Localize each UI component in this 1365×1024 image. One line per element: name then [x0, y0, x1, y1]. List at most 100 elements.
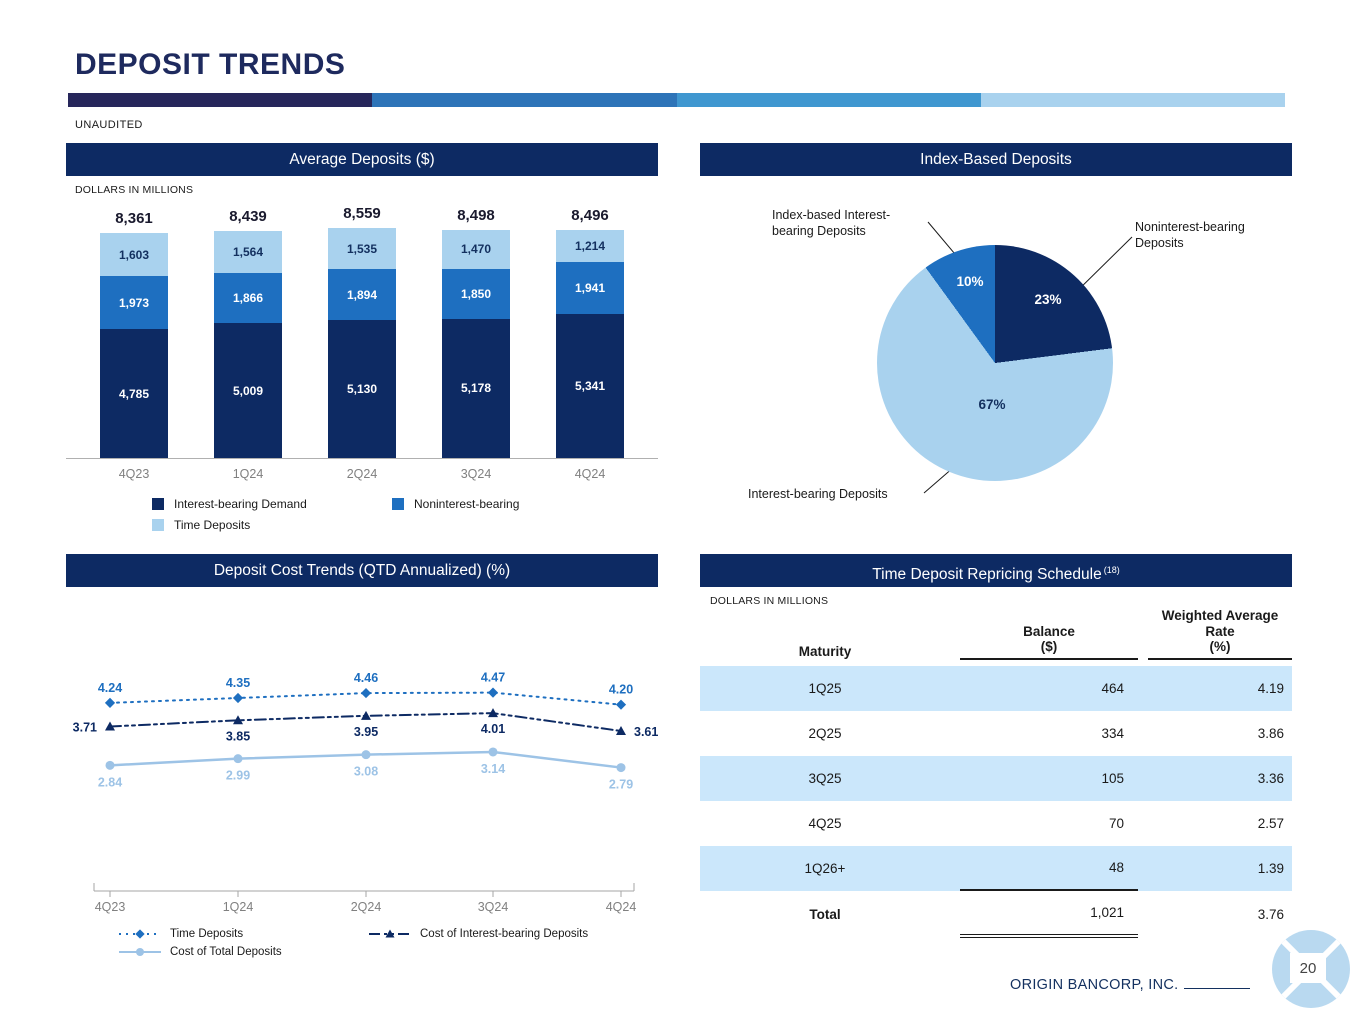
circle-marker	[361, 750, 371, 760]
bar-chart-plot-area: 8,361 1,603 1,973 4,785 8,439 1,564 1,866 5,009…	[66, 196, 658, 459]
repricing-table: Maturity Balance ($) Weighted Average Ra…	[700, 608, 1292, 938]
data-point-label: 4.24	[98, 681, 122, 695]
pie-percent-noninterest: 23%	[1034, 292, 1062, 307]
x-axis-label: 3Q24	[460, 467, 492, 481]
legend-label: Cost of Interest-bearing Deposits	[420, 928, 589, 940]
data-point-label: 3.85	[226, 729, 250, 743]
triangle-marker	[616, 725, 626, 735]
unaudited-label: UNAUDITED	[75, 119, 143, 131]
data-point-label: 4.01	[481, 722, 505, 736]
data-point-label: 4.35	[226, 676, 250, 690]
bar-segment: 1,850	[442, 269, 510, 319]
legend-item: Time Deposits	[152, 518, 392, 532]
bar-total-label: 8,361	[115, 210, 153, 228]
x-axis-label: 4Q23	[95, 900, 126, 914]
bar-segment: 5,009	[214, 323, 282, 458]
x-axis-label: 2Q24	[351, 900, 382, 914]
footnote-reference: (18)	[1103, 565, 1120, 575]
accent-segment-2	[372, 93, 677, 107]
balance-cell: 48	[960, 846, 1138, 891]
bar-stack: 1,535 1,894 5,130	[328, 228, 396, 458]
circle-marker	[233, 754, 243, 764]
pie-label-interest-bearing: Interest-bearing Deposits	[748, 487, 888, 501]
bar-column-2Q24: 8,559 1,535 1,894 5,130	[328, 205, 396, 458]
column-header-balance: Balance ($)	[960, 624, 1138, 660]
table-header-row: Maturity Balance ($) Weighted Average Ra…	[700, 608, 1292, 660]
total-label-cell: Total	[809, 906, 841, 922]
diamond-marker	[360, 687, 372, 699]
maturity-cell: 3Q25	[808, 770, 842, 786]
legend-swatch	[152, 519, 164, 531]
bar-segment: 5,178	[442, 318, 510, 458]
data-point-label: 3.61	[634, 725, 658, 739]
table-total-row: Total 1,021 3.76	[700, 891, 1292, 938]
bar-stack: 1,603 1,973 4,785	[100, 233, 168, 458]
triangle-marker	[488, 708, 498, 718]
footer-underline	[1184, 976, 1251, 989]
footer-company-name: ORIGIN BANCORP, INC.	[1010, 976, 1251, 993]
panel-header-repricing: Time Deposit Repricing Schedule (18)	[700, 554, 1292, 587]
legend-label: Time Deposits	[174, 518, 251, 532]
table-row-1Q25: 1Q25 464 4.19	[700, 665, 1292, 711]
bar-segment: 4,785	[100, 329, 168, 458]
diamond-marker	[104, 697, 116, 708]
bar-chart-x-axis: 4Q23 1Q24 2Q24 3Q24 4Q24	[66, 467, 658, 481]
pie-label-noninterest-bearing: Noninterest-bearing Deposits	[1135, 220, 1245, 250]
page-title: DEPOSIT TRENDS	[75, 48, 346, 81]
page-number: 20	[1290, 953, 1326, 983]
panel-header-repricing-text: Time Deposit Repricing Schedule	[872, 566, 1102, 584]
bar-segment: 1,470	[442, 229, 510, 270]
data-point-label: 4.46	[354, 671, 378, 685]
maturity-cell: 1Q26+	[804, 860, 846, 876]
triangle-marker	[105, 721, 115, 731]
bar-segment: 1,535	[328, 228, 396, 270]
legend-label: Noninterest-bearing	[414, 497, 520, 511]
column-header-rate: Weighted Average Rate (%)	[1148, 608, 1292, 660]
triangle-marker	[361, 710, 371, 720]
legend-item: Cost of Interest-bearing Deposits	[368, 928, 588, 940]
bar-column-1Q24: 8,439 1,564 1,866 5,009	[214, 208, 282, 458]
bar-column-4Q23: 8,361 1,603 1,973 4,785	[100, 210, 168, 458]
table-body: 1Q25 464 4.19 2Q25 334 3.86 3Q25 105 3.36 4Q25 70 2…	[700, 665, 1292, 938]
bar-stack: 1,564 1,866 5,009	[214, 231, 282, 458]
line-series-dotted	[109, 691, 622, 706]
rate-cell: 3.36	[1257, 770, 1284, 786]
bar-segment: 1,894	[328, 269, 396, 321]
table-row-4Q25: 4Q25 70 2.57	[700, 801, 1292, 846]
total-rate-cell: 3.76	[1257, 906, 1284, 922]
pie-label-index-based: Index-based Interest-bearing Deposits	[772, 208, 891, 238]
table-row-1Q26+: 1Q26+ 48 1.39	[700, 845, 1292, 891]
pie-percent-interest-bearing: 67%	[978, 397, 1006, 412]
accent-segment-3	[676, 93, 981, 107]
line-chart-svg: 4Q23 1Q24 2Q24 3Q24 4Q24 4.24 4.35 4.46 4.47 4.20…	[73, 671, 659, 914]
bar-segment: 5,341	[556, 314, 624, 458]
panel-header-average-deposits: Average Deposits ($)	[66, 143, 658, 176]
bar-segment: 1,941	[556, 262, 624, 315]
data-point-label: 3.95	[354, 725, 378, 739]
data-point-label: 2.79	[609, 778, 633, 792]
data-point-label: 3.14	[481, 762, 505, 776]
index-deposits-pie-chart: Index-based Interest-bearing Deposits No…	[700, 190, 1292, 540]
x-axis-label: 4Q24	[574, 467, 606, 481]
balance-cell: 70	[1108, 815, 1124, 831]
data-point-label: 2.84	[98, 775, 122, 789]
circle-marker	[488, 747, 498, 757]
maturity-cell: 1Q25	[808, 680, 842, 696]
bar-column-3Q24: 8,498 1,470 1,850 5,178	[442, 207, 510, 458]
x-axis-label: 4Q24	[606, 900, 637, 914]
bar-segment: 5,130	[328, 320, 396, 458]
legend-item: Time Deposits	[118, 928, 368, 940]
x-axis-label: 4Q23	[118, 467, 150, 481]
panel-header-cost-trends: Deposit Cost Trends (QTD Annualized) (%)	[66, 554, 658, 587]
x-axis-label: 3Q24	[478, 900, 509, 914]
average-deposits-bar-chart: 8,361 1,603 1,973 4,785 8,439 1,564 1,866 5,009…	[66, 196, 658, 481]
maturity-cell: 4Q25	[808, 815, 842, 831]
x-axis-label: 1Q24	[232, 467, 264, 481]
x-axis-label: 2Q24	[346, 467, 378, 481]
bar-segment: 1,866	[214, 273, 282, 324]
bar-stack: 1,214 1,941 5,341	[556, 229, 624, 458]
table-row-2Q25: 2Q25 334 3.86	[700, 711, 1292, 756]
diamond-marker	[487, 687, 499, 698]
legend-label: Time Deposits	[170, 928, 244, 940]
balance-cell: 334	[1101, 725, 1124, 741]
